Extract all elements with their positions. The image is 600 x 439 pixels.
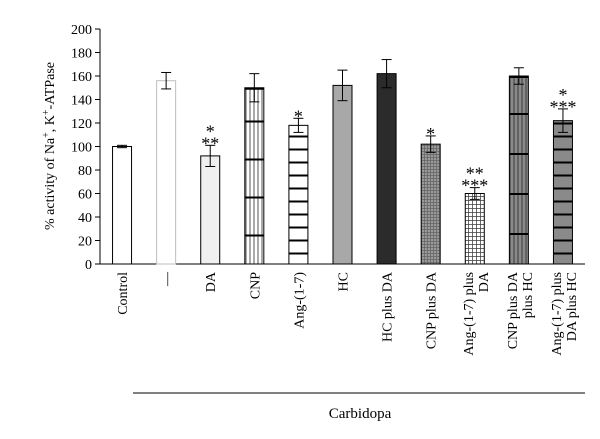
x-tick-label: CNP plus DAplus HC — [506, 271, 536, 349]
x-tick-label-line: Control — [116, 272, 131, 315]
bar-group — [464, 187, 485, 265]
significance-marker: *** — [549, 97, 576, 117]
x-tick-label-line: HC plus DA — [381, 271, 396, 342]
x-tick-label-line: DA plus HC — [565, 272, 580, 341]
x-tick-label-line: HC — [337, 272, 352, 291]
y-axis-label-superscript: + — [41, 109, 52, 115]
group-label: Carbidopa — [329, 406, 392, 422]
x-tick-label: Control — [116, 272, 131, 315]
significance-marker: ** — [201, 133, 219, 153]
x-tick-label-line: DA — [477, 271, 492, 292]
y-tick-label: 100 — [71, 141, 92, 156]
bar — [288, 124, 309, 265]
y-tick-label: 140 — [71, 94, 92, 109]
bar-group — [200, 144, 221, 265]
y-tick-label: 160 — [71, 70, 92, 85]
bar-group — [244, 73, 265, 265]
y-axis-label: % activity of Na+, K+-ATPase — [41, 62, 59, 230]
x-tick-label: HC plus DA — [381, 271, 396, 342]
x-tick-label: Ang-(1-7) plusDA plus HC — [550, 272, 580, 356]
bar — [332, 84, 353, 265]
significance-marker: * — [206, 121, 215, 141]
y-tick-label: 40 — [78, 211, 92, 226]
y-tick-label: 80 — [78, 164, 92, 179]
y-tick-label: 200 — [71, 23, 92, 38]
x-tick-label: Ang-(1-7) plusDA — [462, 271, 492, 355]
bar — [464, 193, 485, 265]
axes: 0 20 40 60 80 100 120 140 160 180 200 % activity of… — [41, 23, 585, 273]
y-tick-label: 120 — [71, 117, 92, 132]
y-tick-label: 20 — [78, 235, 92, 250]
y-axis-label-part: % activity of Na — [43, 137, 58, 230]
significance-marker: ** — [466, 164, 484, 184]
bar — [156, 80, 177, 265]
significance-marker: *** — [461, 176, 488, 196]
bar-group — [508, 67, 529, 265]
x-tick-label-line: Ang-(1-7) — [292, 272, 307, 329]
bar — [244, 87, 265, 265]
bar — [112, 146, 133, 265]
significance-marker: * — [426, 124, 435, 144]
significance-marker: * — [558, 85, 567, 105]
bar — [552, 120, 573, 265]
y-tick-label: 60 — [78, 188, 92, 203]
bar-group — [112, 144, 133, 265]
bar — [376, 73, 397, 265]
x-tick-label-line: — — [160, 271, 175, 287]
bars — [112, 59, 573, 265]
y-tick-label: 0 — [85, 258, 92, 273]
y-tick-label: 180 — [71, 47, 92, 62]
x-tick-label-line: DA — [204, 271, 219, 292]
x-tick-label: — — [160, 271, 175, 287]
bar-group — [288, 117, 309, 265]
bar-group — [332, 69, 353, 265]
y-axis-label-part: , K — [43, 115, 58, 132]
x-tick-label: Ang-(1-7) — [292, 272, 307, 329]
category-labels: Control — DA CNP Ang-(1-7) HC HC plus DA CNP pl… — [116, 271, 585, 422]
bar-group — [376, 59, 397, 265]
bar-group — [156, 71, 177, 265]
x-tick-label-line: CNP plus DA — [506, 271, 521, 349]
bar-group — [552, 108, 573, 265]
x-tick-label-line: CNP plus DA — [425, 271, 440, 349]
x-tick-label: DA — [204, 271, 219, 292]
bar — [420, 143, 441, 265]
bar — [508, 75, 529, 265]
bar-group — [420, 135, 441, 265]
x-tick-label: CNP — [248, 272, 263, 299]
x-tick-label-line: Ang-(1-7) plus — [462, 272, 477, 356]
y-axis-label-superscript: + — [41, 132, 52, 138]
x-tick-label: CNP plus DA — [425, 271, 440, 349]
x-tick-label-line: Ang-(1-7) plus — [550, 272, 565, 356]
bar — [200, 155, 221, 265]
y-axis-label-part: -ATPase — [43, 62, 58, 109]
x-tick-label: HC — [337, 272, 352, 291]
significance-marker: * — [294, 106, 303, 126]
significance-markers: ************** — [201, 85, 576, 196]
x-tick-label-line: CNP — [248, 272, 263, 299]
x-tick-label-line: plus HC — [521, 272, 536, 318]
